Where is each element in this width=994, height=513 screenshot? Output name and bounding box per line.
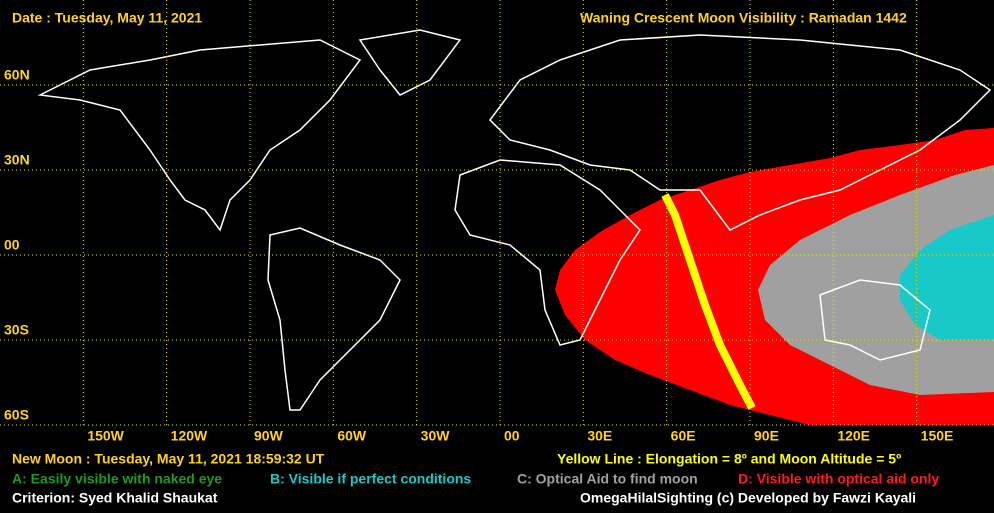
zone-c — [758, 165, 994, 395]
date-label: Date : Tuesday, May 11, 2021 — [12, 10, 202, 26]
south-america — [267, 227, 401, 411]
longitude-label: 150E — [921, 428, 954, 444]
greenland — [358, 29, 462, 96]
longitude-label: 60E — [671, 428, 696, 444]
longitude-label: 00 — [504, 428, 520, 444]
legend-entry: B: Visible if perfect conditions — [270, 471, 471, 487]
yellow-line — [661, 193, 756, 410]
graticule: 60N 30N 00 30S 60S 150W 120W 90W 60W 30W 00 30E 60E 9… — [0, 0, 994, 444]
latitude-label: 60S — [4, 407, 29, 423]
credit: OmegaHilalSighting (c) Developed by Fawz… — [580, 490, 916, 506]
yellow-line-note: Yellow Line : Elongation = 8º and Moon A… — [557, 451, 901, 467]
longitude-label: 30E — [587, 428, 612, 444]
map-title: Waning Crescent Moon Visibility : Ramada… — [580, 10, 907, 26]
longitude-label: 30W — [421, 428, 451, 444]
latitude-label: 60N — [4, 67, 30, 83]
longitude-label: 90E — [754, 428, 779, 444]
legend-entry: D: Visible with optical aid only — [738, 471, 939, 487]
australia — [819, 279, 931, 361]
longitude-label: 120E — [837, 428, 870, 444]
longitude-label: 60W — [337, 428, 367, 444]
longitude-label: 90W — [254, 428, 284, 444]
latitude-label: 30N — [4, 152, 30, 168]
longitude-label: 150W — [87, 428, 124, 444]
new-moon: New Moon : Tuesday, May 11, 2021 18:59:3… — [12, 451, 325, 467]
criterion: Criterion: Syed Khalid Shaukat — [12, 490, 218, 506]
latitude-label: 30S — [4, 322, 29, 338]
longitude-label: 120W — [171, 428, 208, 444]
zone-b — [900, 215, 994, 340]
visibility-zones — [555, 128, 994, 425]
north-america — [37, 39, 362, 232]
legend-entry: C: Optical Aid to find moon — [517, 471, 698, 487]
legend-entry: A: Easily visible with naked eye — [12, 471, 222, 487]
latitude-label: 00 — [4, 237, 20, 253]
